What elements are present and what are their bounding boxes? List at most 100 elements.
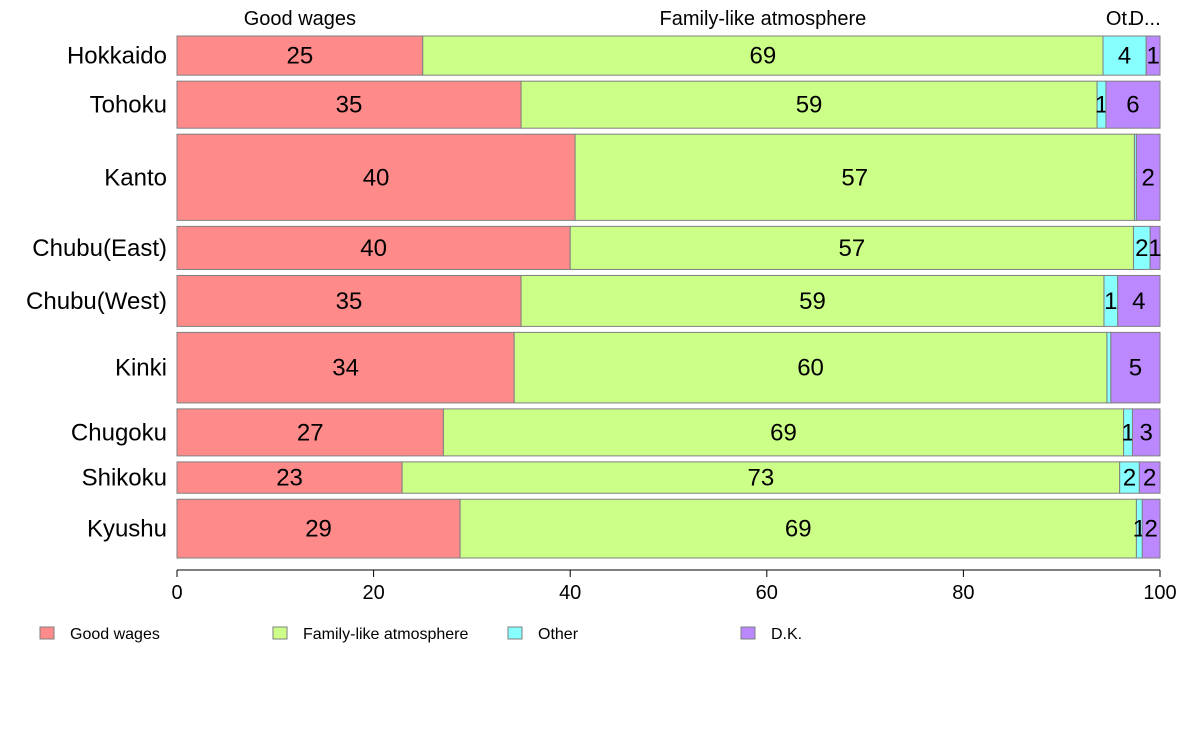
- legend-label: Family-like atmosphere: [303, 626, 468, 643]
- bar-segment: [442, 408, 1125, 457]
- region-label: Kanto: [104, 164, 167, 191]
- top-label: Ot.: [1106, 8, 1133, 30]
- legend-swatch: [507, 626, 523, 640]
- data-label: 23: [276, 465, 303, 492]
- region-label: Chugoku: [71, 419, 167, 446]
- legend-swatch: [39, 626, 55, 640]
- legend-label: Other: [538, 626, 579, 643]
- data-label: 35: [336, 288, 363, 315]
- data-label: 3: [1140, 419, 1153, 446]
- data-label: 40: [363, 164, 390, 191]
- legend-swatch: [740, 626, 756, 640]
- data-label: 69: [750, 43, 777, 70]
- data-label: 1: [1121, 419, 1134, 446]
- bar-segment: [401, 461, 1121, 494]
- top-label: D...: [1130, 8, 1161, 30]
- legend: Good wages Family-like atmosphere Other D.K…: [39, 626, 802, 643]
- data-label: 5: [1129, 355, 1142, 382]
- bar-segment: [176, 408, 444, 457]
- bar-row: 29 69 12: [176, 498, 1161, 559]
- data-label: 1: [1148, 235, 1161, 262]
- bar-segment: [1145, 35, 1161, 76]
- data-label: 2: [1144, 516, 1157, 543]
- data-label: 59: [796, 92, 823, 119]
- data-label: 2: [1142, 164, 1155, 191]
- bars-group: 25 69 4 135 59 1 640 57 240 57 2 135 59 1 434 60 527 69 1 3…: [176, 35, 1162, 559]
- bar-segment: [513, 331, 1108, 404]
- region-label: Chubu(West): [26, 288, 167, 315]
- legend-label: D.K.: [771, 626, 802, 643]
- bar-segment: [176, 498, 461, 559]
- bar-segment: [1106, 331, 1112, 404]
- data-label: 4: [1118, 43, 1131, 70]
- bar-segment: [1131, 408, 1161, 457]
- bar-segment: [1141, 498, 1161, 559]
- bar-segment: [176, 461, 403, 494]
- bar-segment: [1135, 133, 1161, 221]
- bar-segment: [1138, 461, 1161, 494]
- bar-segment: [1102, 35, 1147, 76]
- bar-segment: [422, 35, 1104, 76]
- bar-segment: [459, 498, 1137, 559]
- x-tick-label: 40: [559, 582, 581, 604]
- region-label: Chubu(East): [32, 235, 167, 262]
- x-tick-label: 60: [756, 582, 778, 604]
- x-tick-label: 80: [952, 582, 974, 604]
- x-tick-label: 20: [362, 582, 384, 604]
- data-label: 4: [1132, 288, 1145, 315]
- data-label: 1: [1146, 43, 1159, 70]
- data-label: 1: [1095, 92, 1108, 119]
- bar-segment: [1149, 225, 1161, 270]
- data-label: 69: [785, 516, 812, 543]
- bar-segment: [1117, 274, 1161, 327]
- data-label: 2: [1143, 465, 1156, 492]
- x-tick-label: 0: [171, 582, 182, 604]
- region-labels-group: Hokkaido Tohoku Kanto Chubu(East) Chubu(West…: [26, 43, 167, 543]
- region-label: Hokkaido: [67, 43, 167, 70]
- region-label: Tohoku: [90, 92, 167, 119]
- bar-row: 27 69 1 3: [176, 408, 1161, 457]
- x-tick-label: 100: [1143, 582, 1176, 604]
- data-label: 25: [287, 43, 314, 70]
- data-label: 6: [1126, 92, 1139, 119]
- bar-row: 35 59 1 4: [176, 274, 1161, 327]
- data-label: 2: [1123, 465, 1136, 492]
- bar-row: 23 73 2 2: [176, 461, 1161, 494]
- data-label: 27: [297, 419, 324, 446]
- bar-row: 34 60 5: [176, 331, 1161, 404]
- bar-segment: [1105, 80, 1161, 129]
- data-label: 59: [799, 288, 826, 315]
- bar-segment: [176, 331, 515, 404]
- bar-row: 40 57 2 1: [176, 225, 1162, 270]
- data-label: 57: [838, 235, 865, 262]
- region-label: Kyushu: [87, 516, 167, 543]
- data-label: 40: [360, 235, 387, 262]
- bar-segment: [176, 35, 424, 76]
- bar-segment: [176, 80, 522, 129]
- bar-segment: [520, 80, 1098, 129]
- data-label: 73: [748, 465, 775, 492]
- bar-segment: [569, 225, 1134, 270]
- data-label: 57: [841, 164, 868, 191]
- data-label: 34: [332, 355, 359, 382]
- bar-segment: [176, 274, 522, 327]
- bar-segment: [176, 225, 571, 270]
- bar-segment: [520, 274, 1105, 327]
- bar-segment: [1110, 331, 1161, 404]
- bar-segment: [574, 133, 1135, 221]
- data-label: 60: [797, 355, 824, 382]
- legend-swatch: [272, 626, 288, 640]
- bar-segment: [176, 133, 576, 221]
- data-label: 35: [336, 92, 363, 119]
- top-label: Good wages: [244, 8, 356, 30]
- bar-row: 40 57 2: [176, 133, 1161, 221]
- x-axis: 0 20 40 60 80 100: [171, 569, 1177, 604]
- data-label: 1: [1104, 288, 1117, 315]
- region-label: Shikoku: [82, 465, 167, 492]
- legend-label: Good wages: [70, 626, 160, 643]
- data-label: 2: [1135, 235, 1148, 262]
- top-labels-group: Good wages Family-like atmosphere Ot.D...: [244, 8, 1161, 30]
- data-label: 29: [305, 516, 332, 543]
- region-label: Kinki: [115, 355, 167, 382]
